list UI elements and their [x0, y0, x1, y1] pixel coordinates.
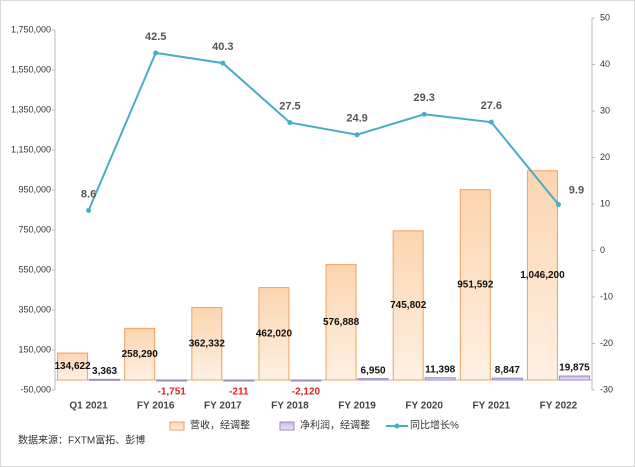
x-tick-label: FY 2018: [271, 401, 309, 412]
value-label: -1,751: [158, 387, 187, 398]
value-label: 19,875: [559, 363, 590, 374]
legend-swatch: [394, 423, 400, 429]
source-note: 数据来源：FXTM富拓、彭博: [18, 434, 145, 447]
value-label: -2,120: [292, 387, 321, 398]
y-tick-label: 750,000: [18, 224, 51, 234]
y-tick-label: 350,000: [18, 304, 51, 314]
y-tick-label: -50,000: [20, 384, 51, 394]
bar: [223, 379, 255, 382]
bar: [57, 352, 89, 381]
y-tick-label: 550,000: [18, 264, 51, 274]
value-label: 3,363: [92, 366, 117, 377]
y2-tick-label: 30: [600, 105, 610, 115]
y2-tick-label: 20: [600, 152, 610, 162]
y2-tick-label: -10: [600, 291, 613, 301]
value-label: 6,950: [361, 365, 386, 376]
legend-label: 净利润，经调整: [300, 419, 370, 432]
bar: [325, 264, 357, 381]
line-value-label: 9.9: [569, 184, 584, 196]
bar: [290, 379, 322, 382]
x-tick-label: Q1 2021: [69, 401, 108, 412]
value-label: 362,332: [189, 338, 226, 349]
line-point: [354, 132, 360, 138]
line-point: [153, 50, 159, 56]
y2-tick-label: -20: [600, 338, 613, 348]
line-value-label: 27.6: [481, 100, 502, 112]
bar: [191, 307, 223, 381]
line-value-label: 24.9: [346, 113, 367, 125]
legend-label: 营收，经调整: [190, 419, 250, 432]
line-value-label: 8.6: [81, 188, 96, 200]
legend-swatch: [279, 421, 295, 431]
value-label: -211: [229, 387, 249, 398]
y2-tick-label: 50: [600, 12, 610, 22]
y-tick-label: 150,000: [18, 344, 51, 354]
value-label: 258,290: [122, 349, 159, 360]
y2-tick-label: -30: [600, 384, 613, 394]
x-tick-label: FY 2017: [204, 401, 242, 412]
value-label: 462,020: [256, 328, 293, 339]
x-tick-label: FY 2016: [137, 401, 175, 412]
y-tick-label: 1,150,000: [11, 144, 51, 154]
line-point: [421, 111, 427, 117]
value-label: 1,046,200: [520, 270, 565, 281]
y-tick-label: 1,350,000: [11, 104, 51, 114]
y2-tick-label: 40: [600, 59, 610, 69]
value-label: 576,888: [323, 317, 360, 328]
bar: [558, 375, 590, 381]
bar: [258, 287, 290, 381]
line-point: [287, 120, 293, 126]
x-tick-label: FY 2020: [405, 401, 443, 412]
bar: [89, 378, 121, 381]
line: [87, 51, 560, 211]
bar: [424, 377, 456, 381]
line-point: [488, 119, 494, 125]
line-value-label: 27.5: [279, 101, 300, 113]
value-label: 134,622: [54, 361, 91, 372]
line-point: [86, 208, 92, 214]
y2-tick-label: 0: [600, 245, 605, 255]
x-tick-label: FY 2022: [540, 401, 578, 412]
line-value-label: 40.3: [212, 41, 233, 53]
bar: [156, 379, 188, 382]
x-tick-label: FY 2021: [473, 401, 511, 412]
line-value-label: 42.5: [145, 31, 166, 43]
legend-swatch: [169, 421, 185, 431]
value-label: 11,398: [425, 364, 455, 375]
value-label: 745,802: [390, 300, 427, 311]
bar: [526, 170, 558, 381]
legend-label: 同比增长%: [410, 419, 459, 432]
bar: [124, 327, 156, 381]
bar: [357, 378, 389, 381]
line-point: [220, 60, 226, 66]
bar: [392, 230, 424, 381]
value-label: 8,847: [495, 365, 520, 376]
y-tick-label: 1,750,000: [11, 24, 51, 34]
bar: [491, 377, 523, 381]
y-tick-label: 950,000: [18, 184, 51, 194]
line-point: [555, 201, 561, 207]
x-tick-label: FY 2019: [338, 401, 376, 412]
bar: [459, 189, 491, 381]
value-label: 951,592: [457, 279, 494, 290]
y2-tick-label: 10: [600, 198, 610, 208]
line-value-label: 29.3: [413, 92, 434, 104]
y-tick-label: 1,550,000: [11, 64, 51, 74]
